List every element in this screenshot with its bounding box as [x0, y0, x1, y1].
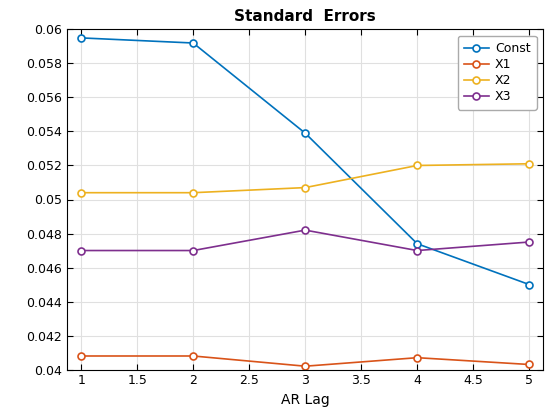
- X2: [302, 185, 309, 190]
- X2: [190, 190, 197, 195]
- Line: X2: X2: [78, 160, 533, 196]
- X2: [414, 163, 421, 168]
- X2: [78, 190, 85, 195]
- X3: [78, 248, 85, 253]
- Line: Const: Const: [78, 34, 533, 288]
- X3: [526, 239, 533, 244]
- Const: [78, 35, 85, 40]
- Const: [190, 40, 197, 45]
- X3: [190, 248, 197, 253]
- Const: [302, 131, 309, 136]
- Const: [526, 282, 533, 287]
- X2: [526, 161, 533, 166]
- Line: X3: X3: [78, 227, 533, 254]
- Const: [414, 241, 421, 246]
- X1: [78, 354, 85, 359]
- Title: Standard  Errors: Standard Errors: [234, 9, 376, 24]
- X1: [526, 362, 533, 367]
- X-axis label: AR Lag: AR Lag: [281, 393, 330, 407]
- X1: [190, 354, 197, 359]
- X1: [414, 355, 421, 360]
- X3: [414, 248, 421, 253]
- Line: X1: X1: [78, 352, 533, 370]
- X1: [302, 364, 309, 369]
- X3: [302, 228, 309, 233]
- Legend: Const, X1, X2, X3: Const, X1, X2, X3: [458, 36, 537, 110]
